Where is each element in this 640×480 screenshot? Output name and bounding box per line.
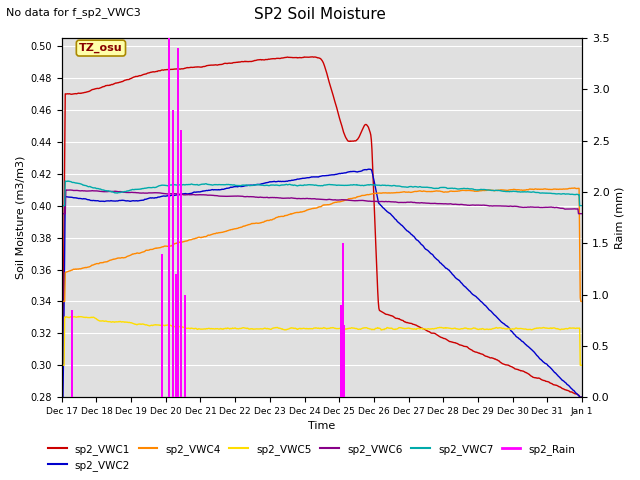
Bar <box>342 243 344 397</box>
Bar <box>168 38 170 397</box>
Bar <box>175 274 177 397</box>
Bar <box>344 325 346 397</box>
Bar <box>71 310 73 397</box>
Text: No data for f_sp2_VWC3: No data for f_sp2_VWC3 <box>6 7 141 18</box>
Text: SP2 Soil Moisture: SP2 Soil Moisture <box>254 7 386 22</box>
Y-axis label: Raim (mm): Raim (mm) <box>615 186 625 249</box>
Bar <box>161 253 163 397</box>
X-axis label: Time: Time <box>308 421 335 432</box>
Bar <box>172 110 174 397</box>
Bar <box>340 305 342 397</box>
Bar <box>180 131 182 397</box>
Bar <box>184 295 186 397</box>
Legend: sp2_VWC1, sp2_VWC2, sp2_VWC4, sp2_VWC5, sp2_VWC6, sp2_VWC7, sp2_Rain: sp2_VWC1, sp2_VWC2, sp2_VWC4, sp2_VWC5, … <box>44 439 580 475</box>
Text: TZ_osu: TZ_osu <box>79 43 123 53</box>
Y-axis label: Soil Moisture (m3/m3): Soil Moisture (m3/m3) <box>15 156 25 279</box>
Bar <box>177 48 179 397</box>
